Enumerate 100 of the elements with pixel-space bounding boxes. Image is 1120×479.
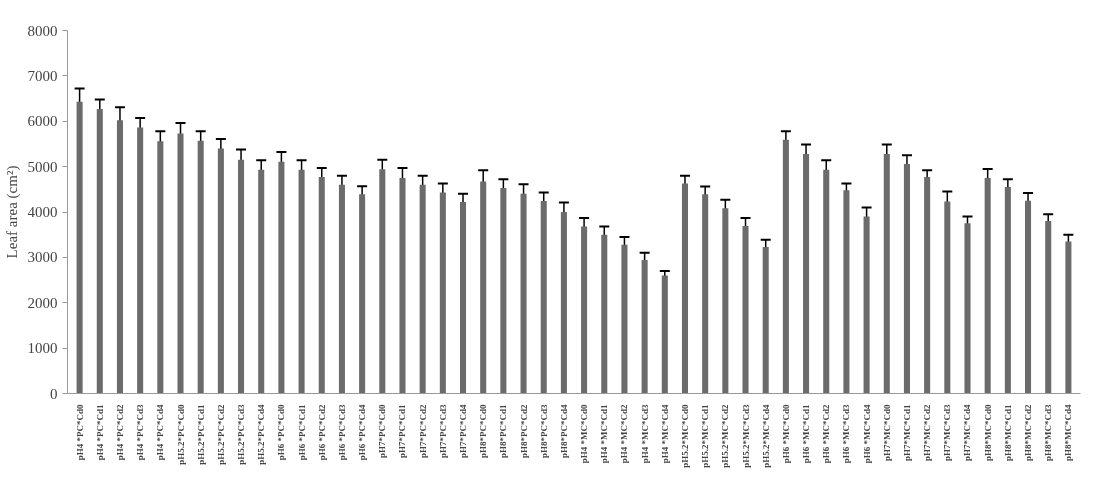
- x-tick-label: pH8*PC*Cd3: [538, 404, 549, 459]
- bar: [641, 260, 648, 394]
- bar: [379, 169, 386, 394]
- bar: [843, 190, 850, 394]
- x-tick-label: pH5.2*PC*Cd3: [236, 404, 247, 465]
- x-tick-label: pH4 *MC*Cd3: [639, 404, 650, 464]
- bar: [803, 153, 810, 394]
- x-tick-label: pH4 *MC*Cd2: [619, 404, 630, 464]
- bar: [863, 216, 870, 394]
- x-tick-label: pH6 *MC*Cd3: [841, 404, 852, 464]
- x-tick-label: pH6 *PC*Cd4: [357, 404, 368, 461]
- bar: [984, 177, 991, 394]
- bar: [338, 184, 345, 394]
- bar: [419, 184, 426, 394]
- x-tick-label: pH6 *MC*Cd2: [821, 404, 832, 464]
- x-tick-label: pH4 *PC*Cd4: [155, 404, 166, 461]
- bar: [177, 133, 184, 394]
- bar: [903, 163, 910, 394]
- x-tick-label: pH6 *PC*Cd3: [336, 404, 347, 461]
- bar: [439, 192, 446, 394]
- x-tick-label: pH7*PC*Cd3: [437, 404, 448, 459]
- x-tick-label: pH8*PC*Cd2: [518, 404, 529, 459]
- bar: [480, 181, 487, 394]
- bar: [1065, 241, 1072, 394]
- bar: [217, 148, 224, 394]
- x-tick-label: pH8*MC*Cd2: [1023, 404, 1034, 461]
- bar: [762, 246, 769, 394]
- x-tick-label: pH8*MC*Cd3: [1043, 404, 1054, 461]
- x-tick-label: pH8*PC*Cd4: [558, 404, 569, 459]
- x-tick-label: pH8*MC*Cd0: [982, 404, 993, 461]
- x-tick-label: pH5.2*MC*Cd3: [740, 404, 751, 468]
- y-tick-label: 2000: [27, 294, 58, 311]
- x-tick-label: pH7*MC*Cd1: [901, 404, 912, 461]
- bar: [76, 101, 83, 394]
- bar: [944, 201, 951, 394]
- x-tick-label: pH4 *PC*Cd1: [94, 404, 105, 461]
- bar: [459, 202, 467, 394]
- bar: [782, 139, 789, 394]
- x-tick-label: pH5.2*PC*Cd4: [256, 404, 267, 465]
- y-axis-title: Leaf area (cm²): [3, 165, 21, 259]
- bar: [298, 169, 305, 394]
- bar: [258, 169, 265, 394]
- y-tick-label: 6000: [27, 113, 58, 130]
- bar: [661, 275, 668, 394]
- x-tick-label: pH8*MC*Cd4: [1063, 404, 1074, 461]
- x-tick-label: pH4 *PC*Cd0: [74, 404, 85, 461]
- bar: [399, 177, 406, 394]
- bar: [601, 234, 608, 394]
- y-tick-label: 0: [50, 385, 58, 402]
- bar: [278, 161, 285, 394]
- bar: [964, 223, 971, 394]
- x-tick-label: pH4 *MC*Cd1: [599, 404, 610, 464]
- bar: [157, 141, 164, 394]
- bar: [359, 194, 366, 394]
- x-tick-label: pH8*PC*Cd1: [498, 404, 509, 459]
- x-tick-label: pH4 *PC*Cd2: [114, 404, 125, 461]
- bar: [1025, 200, 1032, 394]
- x-tick-label: pH5.2*MC*Cd0: [679, 404, 690, 468]
- y-tick-label: 7000: [27, 67, 58, 84]
- x-tick-label: pH4 *MC*Cd0: [579, 404, 590, 464]
- bar: [621, 244, 628, 394]
- x-tick-label: pH7*MC*Cd4: [962, 404, 973, 461]
- x-tick-label: pH5.2*PC*Cd2: [215, 404, 226, 465]
- x-tick-label: pH7*PC*Cd2: [417, 404, 428, 459]
- bar: [742, 226, 749, 394]
- x-tick-label: pH7*PC*Cd0: [377, 404, 388, 459]
- y-tick-label: 1000: [27, 340, 58, 357]
- x-tick-label: pH7*MC*Cd0: [881, 404, 892, 461]
- x-tick-label: pH7*MC*Cd3: [942, 404, 953, 461]
- x-tick-label: pH6 *MC*Cd4: [861, 404, 872, 464]
- bar: [722, 208, 729, 394]
- bar: [116, 120, 123, 394]
- x-tick-label: pH7*MC*Cd2: [922, 404, 933, 461]
- x-tick-label: pH6 *MC*Cd0: [780, 404, 791, 464]
- bar: [500, 187, 507, 394]
- bar: [823, 169, 830, 394]
- bar: [581, 226, 588, 394]
- x-tick-label: pH5.2*PC*Cd1: [195, 404, 206, 465]
- x-tick-label: pH4 *PC*Cd3: [135, 404, 146, 461]
- x-tick-label: pH5.2*MC*Cd1: [700, 404, 711, 468]
- x-tick-label: pH7*PC*Cd1: [397, 404, 408, 459]
- y-tick-label: 5000: [27, 158, 58, 175]
- bar: [96, 109, 103, 394]
- x-tick-label: pH5.2*MC*Cd4: [760, 404, 771, 468]
- x-tick-label: pH6 *PC*Cd1: [296, 404, 307, 461]
- x-tick-label: pH8*MC*Cd1: [1002, 404, 1013, 461]
- bar: [883, 153, 890, 394]
- y-tick-label: 8000: [27, 22, 58, 39]
- x-tick-label: pH6 *MC*Cd1: [801, 404, 812, 464]
- bar: [560, 212, 567, 394]
- bar: [238, 159, 245, 394]
- bar: [137, 127, 144, 394]
- y-tick-label: 4000: [27, 204, 58, 220]
- x-tick-label: pH6 *PC*Cd2: [316, 404, 327, 461]
- x-tick-label: pH5.2*MC*Cd2: [720, 404, 731, 468]
- y-tick-label: 3000: [27, 249, 58, 266]
- x-tick-label: pH5.2*PC*Cd0: [175, 404, 186, 465]
- bar: [702, 194, 709, 394]
- x-tick-label: pH4 *MC*Cd4: [659, 404, 670, 464]
- bar: [924, 177, 931, 394]
